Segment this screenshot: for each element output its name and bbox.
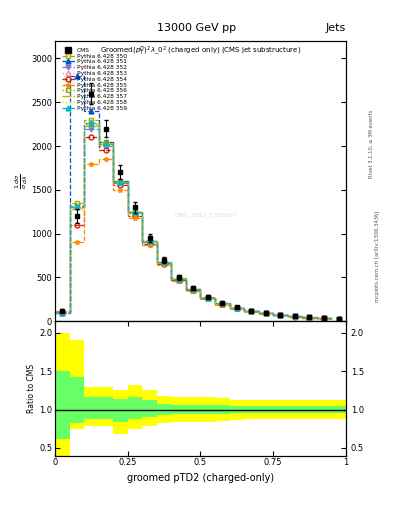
Legend: CMS, Pythia 6.428 350, Pythia 6.428 351, Pythia 6.428 352, Pythia 6.428 353, Pyt: CMS, Pythia 6.428 350, Pythia 6.428 351,…	[61, 47, 128, 112]
Text: 13000 GeV pp: 13000 GeV pp	[157, 23, 236, 33]
Text: Rivet 3.1.10, ≥ 3M events: Rivet 3.1.10, ≥ 3M events	[369, 109, 374, 178]
Text: Groomed$(p_T^D)^2\lambda\_0^2$ (charged only) (CMS jet substructure): Groomed$(p_T^D)^2\lambda\_0^2$ (charged …	[100, 45, 301, 58]
Text: CMS_2012_1300167: CMS_2012_1300167	[175, 212, 238, 218]
Text: Jets: Jets	[325, 23, 346, 33]
Text: mcplots.cern.ch [arXiv:1306.3436]: mcplots.cern.ch [arXiv:1306.3436]	[375, 210, 380, 302]
X-axis label: groomed pTD2 (charged-only): groomed pTD2 (charged-only)	[127, 473, 274, 483]
Y-axis label: Ratio to CMS: Ratio to CMS	[28, 364, 36, 413]
Y-axis label: $\frac{1}{\sigma}\frac{d\sigma}{d\lambda}$: $\frac{1}{\sigma}\frac{d\sigma}{d\lambda…	[13, 174, 30, 189]
